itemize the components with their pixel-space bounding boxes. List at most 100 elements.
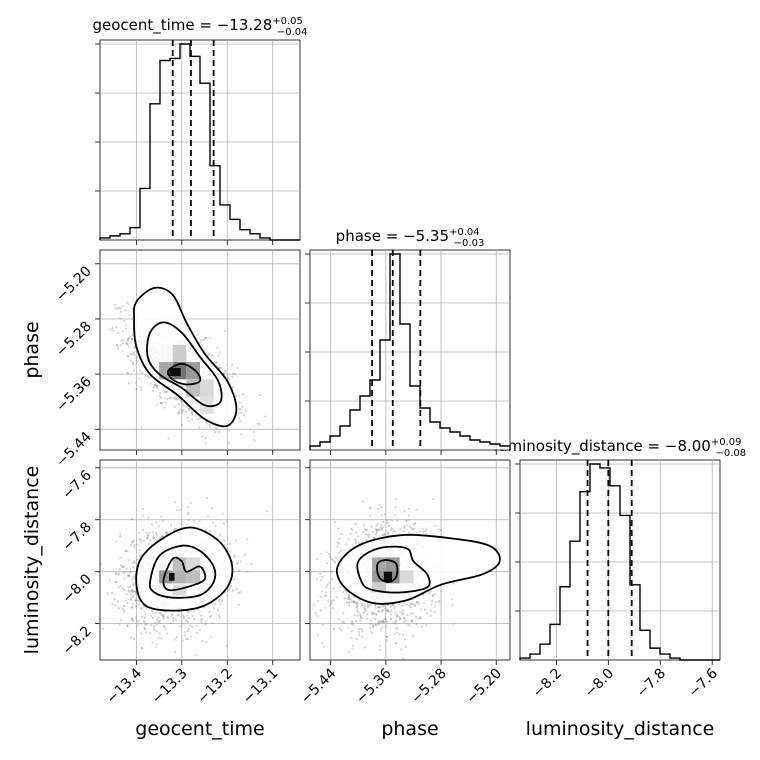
sample-point [232, 578, 235, 581]
sample-point [117, 573, 120, 576]
sample-point [206, 515, 210, 518]
sample-point [407, 507, 411, 510]
sample-point [451, 604, 454, 607]
sample-point [375, 528, 379, 532]
sample-point [126, 301, 129, 304]
sample-point [159, 391, 162, 395]
sample-point [338, 542, 341, 545]
sample-point [369, 507, 372, 510]
sample-point [116, 344, 119, 347]
sample-point [179, 615, 182, 618]
sample-point [187, 505, 190, 508]
sample-point [391, 622, 394, 625]
sample-point [243, 553, 246, 556]
sample-point [100, 311, 102, 315]
sample-point [375, 624, 378, 627]
sample-point [420, 608, 423, 611]
sample-point [216, 452, 218, 454]
sample-point [215, 361, 218, 365]
sample-point [181, 639, 184, 642]
sample-point [143, 627, 147, 631]
sample-point [147, 542, 150, 546]
sample-point [127, 574, 130, 577]
sample-point [126, 601, 129, 605]
sample-point [366, 613, 369, 616]
sample-point [238, 411, 241, 414]
sample-point [122, 571, 125, 574]
sample-point [337, 527, 340, 530]
sample-point [409, 612, 413, 615]
sample-point [131, 562, 134, 565]
sample-point [235, 394, 238, 397]
sample-point [159, 611, 162, 614]
sample-point [197, 417, 200, 420]
sample-point [381, 534, 384, 537]
sample-point [216, 609, 219, 612]
sample-point [106, 592, 109, 595]
sample-point [122, 610, 125, 613]
sample-point [229, 584, 233, 587]
sample-point [108, 328, 112, 331]
sample-point [332, 587, 335, 590]
sample-point [141, 615, 144, 619]
sample-point [136, 558, 139, 562]
sample-point [137, 619, 141, 622]
sample-point [385, 635, 389, 638]
sample-point [157, 636, 160, 640]
sample-point [407, 514, 410, 517]
sample-point [173, 638, 176, 641]
sample-point [377, 622, 380, 626]
sample-point [130, 636, 133, 639]
sample-point [316, 633, 320, 636]
sample-point [394, 620, 397, 623]
sample-point [240, 433, 243, 436]
sample-point [117, 572, 121, 575]
sample-point [374, 607, 377, 610]
sample-point [124, 327, 127, 330]
sample-point [415, 508, 418, 511]
sample-point [175, 508, 179, 512]
sample-point [244, 409, 247, 412]
x-axis-label-luminosity-distance: luminosity_distance [526, 718, 715, 740]
sample-point [400, 648, 403, 651]
sample-point [133, 561, 137, 564]
sample-point [386, 521, 389, 524]
sample-point [366, 617, 369, 620]
sample-point [419, 616, 422, 619]
sample-point [182, 404, 185, 407]
sample-point [380, 524, 383, 527]
sample-point [349, 598, 352, 601]
sample-point [405, 524, 408, 527]
sample-point [394, 497, 397, 501]
sample-point [155, 618, 159, 621]
sample-point [177, 412, 180, 415]
sample-point [181, 409, 185, 412]
sample-point [218, 430, 221, 434]
x-tick-label: −5.28 [408, 666, 450, 708]
sample-point [131, 576, 135, 579]
sample-point [133, 543, 136, 547]
sample-point [307, 541, 309, 543]
sample-point [382, 621, 385, 624]
sample-point [140, 607, 143, 610]
sample-point [353, 538, 356, 541]
sample-point [131, 595, 134, 598]
sample-point [386, 609, 389, 612]
sample-point [347, 595, 351, 598]
sample-point [351, 621, 354, 624]
sample-point [406, 623, 409, 626]
sample-point [154, 383, 157, 386]
sample-point [350, 527, 353, 530]
sample-point [132, 566, 135, 569]
sample-point [387, 532, 390, 536]
sample-point [422, 602, 426, 605]
sample-point [130, 616, 134, 620]
sample-point [371, 530, 374, 534]
sample-point [390, 664, 392, 666]
sample-point [121, 607, 124, 610]
sample-point [364, 607, 367, 611]
sample-point [139, 541, 142, 544]
sample-point [250, 563, 253, 566]
sample-point [381, 626, 384, 629]
sample-point [204, 621, 208, 624]
